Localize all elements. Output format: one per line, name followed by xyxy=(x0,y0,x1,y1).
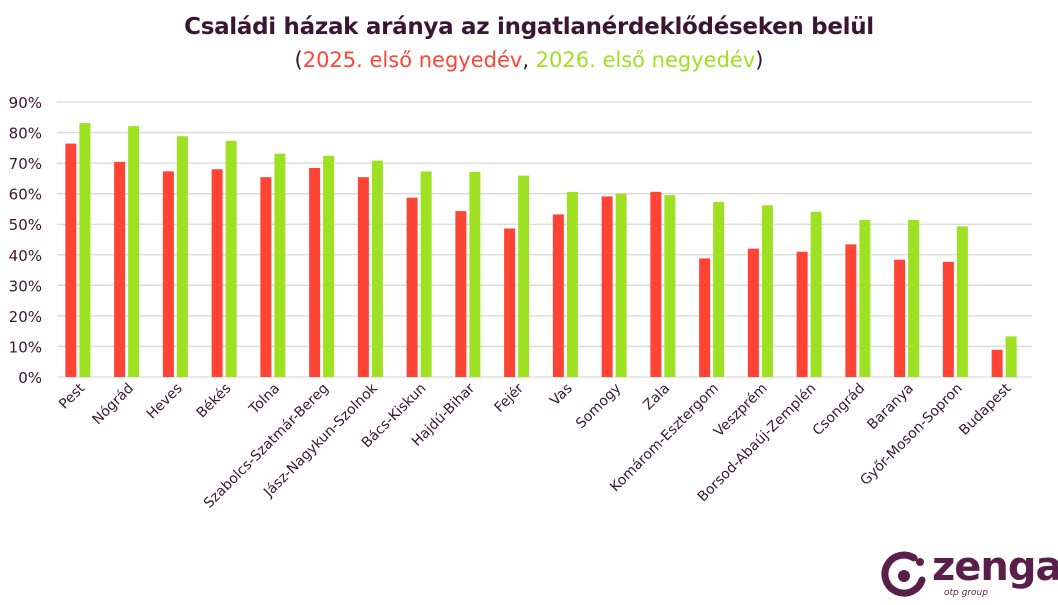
bar-2025 xyxy=(747,248,759,377)
x-tick-label: Zala xyxy=(640,381,673,414)
bar-2026 xyxy=(225,140,237,377)
bar-2026 xyxy=(79,123,91,377)
subtitle-close: ) xyxy=(755,48,764,72)
legend-series-2026: 2026. első negyedév xyxy=(535,48,756,72)
bar-2025 xyxy=(552,214,564,377)
bar-2026 xyxy=(761,205,773,377)
bar-2025 xyxy=(357,177,369,377)
bar-2025 xyxy=(114,161,126,377)
bar-2025 xyxy=(211,169,223,377)
subtitle-open: ( xyxy=(294,48,303,72)
bar-2026 xyxy=(469,171,481,377)
chart-subtitle-legend: (2025. első negyedév, 2026. első negyedé… xyxy=(0,48,1058,72)
y-tick-label: 30% xyxy=(9,277,42,295)
x-tick-label: Heves xyxy=(144,381,186,423)
y-tick-label: 20% xyxy=(9,308,42,326)
bar-2025 xyxy=(504,228,516,377)
x-tick-label: Vas xyxy=(547,381,576,410)
bar-2025 xyxy=(260,177,272,377)
bar-2025 xyxy=(601,196,613,377)
legend-series-2025: 2025. első negyedév xyxy=(302,48,523,72)
bar-2026 xyxy=(664,195,676,377)
bar-2025 xyxy=(942,261,954,377)
y-tick-label: 40% xyxy=(9,247,42,265)
bar-2026 xyxy=(128,126,140,377)
x-tick-label: Tolna xyxy=(246,381,284,419)
bar-2026 xyxy=(859,219,871,377)
y-tick-label: 90% xyxy=(9,94,42,112)
bar-2026 xyxy=(566,191,578,377)
zenga-logo-text: zenga xyxy=(932,544,1058,590)
x-tick-label: Békés xyxy=(194,381,235,422)
bar-2025 xyxy=(796,251,808,377)
bar-2025 xyxy=(991,349,1003,377)
bar-2026 xyxy=(420,171,432,377)
y-tick-label: 0% xyxy=(18,369,42,387)
bar-2025 xyxy=(455,211,467,377)
bar-2025 xyxy=(699,258,711,377)
bar-2026 xyxy=(810,211,822,377)
bar-2025 xyxy=(65,143,77,377)
bar-2026 xyxy=(323,155,335,377)
bar-2026 xyxy=(371,160,383,377)
bar-2025 xyxy=(845,244,857,377)
bar-2026 xyxy=(615,193,627,377)
bar-2026 xyxy=(176,136,188,377)
bar-2026 xyxy=(713,201,725,377)
zenga-logo-icon xyxy=(881,551,926,597)
bar-2025 xyxy=(406,197,418,377)
x-tick-label: Somogy xyxy=(573,381,624,432)
y-tick-label: 50% xyxy=(9,216,42,234)
y-tick-label: 70% xyxy=(9,155,42,173)
bar-2025 xyxy=(650,191,662,377)
zenga-logo-sub: otp group xyxy=(944,588,988,598)
x-tick-label: Fejér xyxy=(491,380,527,416)
subtitle-separator: , xyxy=(522,48,536,72)
chart-title: Családi házak aránya az ingatlanérdeklőd… xyxy=(184,14,874,40)
y-tick-label: 80% xyxy=(9,125,42,143)
bar-2026 xyxy=(274,153,286,377)
bar-2025 xyxy=(894,259,906,377)
bar-2026 xyxy=(908,219,920,377)
bar-2025 xyxy=(162,171,174,377)
x-tick-label: Csongrád xyxy=(810,381,868,439)
bar-2025 xyxy=(309,168,321,377)
zenga-logo: zenga otp group xyxy=(880,544,1058,605)
bar-2026 xyxy=(518,175,530,377)
bar-2026 xyxy=(956,226,968,377)
x-tick-label: Nógrád xyxy=(89,381,136,428)
y-tick-label: 60% xyxy=(9,186,42,204)
x-tick-label: Budapest xyxy=(956,380,1015,439)
y-tick-label: 10% xyxy=(9,338,42,356)
bar-chart: 0% 10% 20% 30% 40% 50% 60% 70% 80% 90% Pest Nógrád H… xyxy=(9,94,1032,512)
bar-2026 xyxy=(1005,336,1017,377)
x-tick-label: Pest xyxy=(56,380,88,412)
